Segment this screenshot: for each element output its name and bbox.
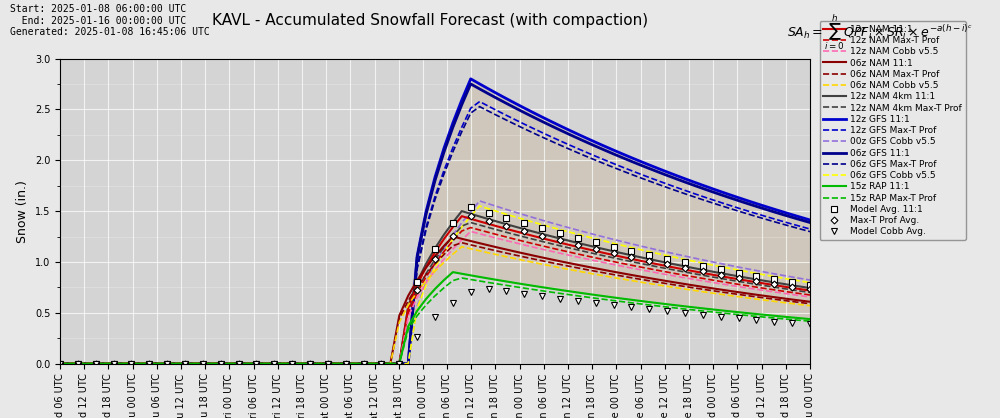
Text: KAVL - Accumulated Snowfall Forecast (with compaction): KAVL - Accumulated Snowfall Forecast (wi…: [212, 13, 648, 28]
Y-axis label: Snow (in.): Snow (in.): [16, 180, 29, 242]
Text: Start: 2025-01-08 06:00:00 UTC
  End: 2025-01-16 00:00:00 UTC
Generated: 2025-01: Start: 2025-01-08 06:00:00 UTC End: 2025…: [10, 4, 210, 37]
Text: $SA_h = \sum_{i=0}^{h} QPF_i \times SR_i \times e^{-a(h-i)^c}$: $SA_h = \sum_{i=0}^{h} QPF_i \times SR_i…: [787, 13, 973, 52]
Legend: 12z NAM 11:1, 12z NAM Max-T Prof, 12z NAM Cobb v5.5, 06z NAM 11:1, 06z NAM Max-T: 12z NAM 11:1, 12z NAM Max-T Prof, 12z NA…: [820, 21, 966, 240]
